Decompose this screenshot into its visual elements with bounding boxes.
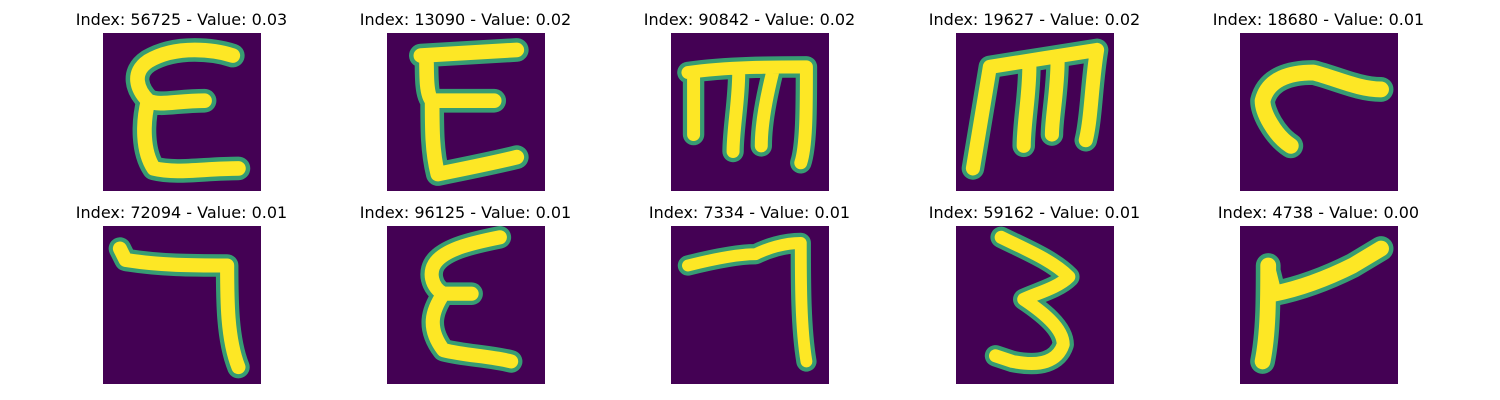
image-title: Index: 4738 - Value: 0.00 (1217, 203, 1420, 222)
image-title: Index: 13090 - Value: 0.02 (359, 10, 572, 29)
image-title: Index: 56725 - Value: 0.03 (75, 10, 288, 29)
handwritten-glyph-image (387, 33, 545, 191)
image-title: Index: 59162 - Value: 0.01 (928, 203, 1141, 222)
handwritten-glyph-image (956, 33, 1114, 191)
handwritten-glyph-image (103, 33, 261, 191)
image-title: Index: 90842 - Value: 0.02 (643, 10, 856, 29)
grid-cell: Index: 56725 - Value: 0.03 (39, 0, 324, 191)
image-title: Index: 7334 - Value: 0.01 (648, 203, 851, 222)
grid-cell: Index: 96125 - Value: 0.01 (323, 193, 608, 384)
handwritten-glyph-image (671, 226, 829, 384)
handwritten-glyph-image (671, 33, 829, 191)
grid-cell: Index: 4738 - Value: 0.00 (1176, 193, 1461, 384)
grid-cell: Index: 18680 - Value: 0.01 (1176, 0, 1461, 191)
grid-cell: Index: 90842 - Value: 0.02 (607, 0, 892, 191)
grid-cell: Index: 59162 - Value: 0.01 (892, 193, 1177, 384)
handwritten-glyph-image (1240, 226, 1398, 384)
handwritten-glyph-image (1240, 33, 1398, 191)
image-title: Index: 18680 - Value: 0.01 (1212, 10, 1425, 29)
image-title: Index: 96125 - Value: 0.01 (359, 203, 572, 222)
grid-cell: Index: 13090 - Value: 0.02 (323, 0, 608, 191)
image-title: Index: 72094 - Value: 0.01 (75, 203, 288, 222)
handwritten-glyph-image (387, 226, 545, 384)
handwritten-glyph-image (103, 226, 261, 384)
grid-cell: Index: 7334 - Value: 0.01 (607, 193, 892, 384)
grid-cell: Index: 72094 - Value: 0.01 (39, 193, 324, 384)
handwritten-glyph-image (956, 226, 1114, 384)
image-title: Index: 19627 - Value: 0.02 (928, 10, 1141, 29)
grid-cell: Index: 19627 - Value: 0.02 (892, 0, 1177, 191)
